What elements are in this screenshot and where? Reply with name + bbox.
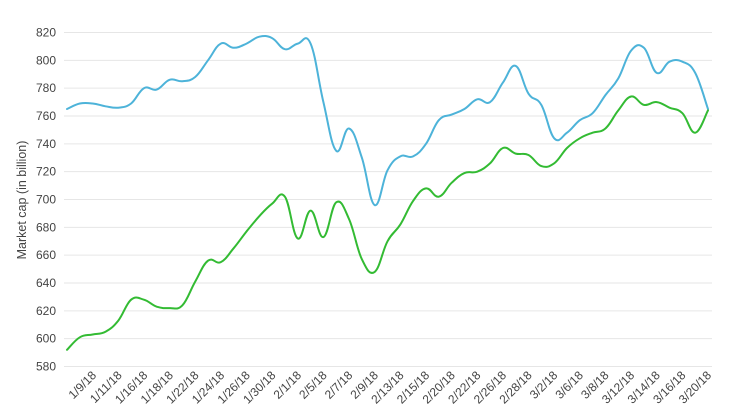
y-tick-label: 760 bbox=[36, 109, 56, 123]
series-line-2 bbox=[66, 95, 709, 351]
y-tick-label: 660 bbox=[36, 248, 56, 262]
y-tick-label: 600 bbox=[36, 332, 56, 346]
y-tick-label: 580 bbox=[36, 360, 56, 374]
y-tick-label: 780 bbox=[36, 81, 56, 95]
x-axis-tick-labels: 1/9/181/11/181/16/181/18/181/22/181/24/1… bbox=[66, 368, 715, 406]
gridlines bbox=[64, 32, 712, 367]
y-axis-title: Market cap (in billion) bbox=[15, 141, 29, 260]
y-tick-label: 740 bbox=[36, 137, 56, 151]
series-lines bbox=[66, 35, 709, 351]
y-tick-label: 800 bbox=[36, 53, 56, 67]
y-axis-tick-labels: 580 600 620 640 660 680 700 720 740 760 780 800 820 bbox=[36, 26, 56, 374]
y-tick-label: 700 bbox=[36, 193, 56, 207]
x-tick-label: 2/5/18 bbox=[296, 368, 330, 402]
x-tick-label: 2/1/18 bbox=[271, 368, 305, 402]
y-tick-label: 620 bbox=[36, 304, 56, 318]
y-tick-label: 640 bbox=[36, 276, 56, 290]
x-tick-label: 2/7/18 bbox=[322, 368, 356, 402]
y-tick-label: 720 bbox=[36, 165, 56, 179]
x-tick-label: 3/6/18 bbox=[552, 368, 586, 402]
x-tick-label: 3/2/18 bbox=[527, 368, 561, 402]
series-line-1 bbox=[66, 35, 709, 207]
y-tick-label: 680 bbox=[36, 220, 56, 234]
y-tick-label: 820 bbox=[36, 26, 56, 40]
